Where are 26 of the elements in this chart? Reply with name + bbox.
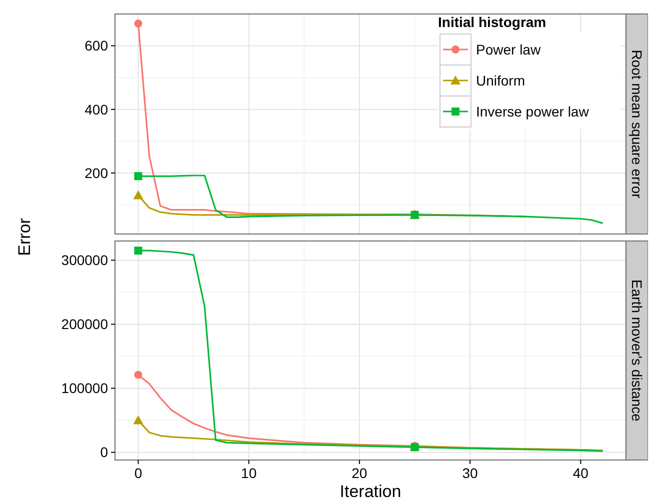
y-tick-label: 200000 — [61, 316, 108, 332]
y-tick-label: 400 — [84, 101, 108, 118]
y-axis-title: Error — [15, 218, 34, 256]
point — [134, 20, 142, 28]
legend-label: Uniform — [476, 72, 526, 88]
x-axis-title: Iteration — [340, 482, 402, 501]
y-tick-label: 600 — [84, 38, 108, 54]
y-tick-label: 100000 — [61, 380, 108, 396]
legend-title: Initial histogram — [438, 14, 546, 30]
point — [134, 370, 142, 379]
point — [133, 190, 144, 200]
x-tick-label: 0 — [134, 465, 142, 481]
legend-label: Inverse power law — [476, 103, 590, 120]
point — [134, 246, 142, 255]
x-tick-label: 20 — [352, 465, 368, 481]
y-tick-label: 200 — [84, 164, 108, 181]
x-tick-label: 10 — [241, 465, 257, 481]
y-tick-label: 300000 — [61, 252, 108, 268]
x-tick-label: 30 — [462, 465, 478, 481]
x-tick-label: 40 — [572, 465, 589, 481]
point — [133, 415, 144, 424]
y-tick-label: 0 — [100, 444, 108, 460]
point — [134, 172, 142, 180]
text: Earth mover's distance — [629, 280, 646, 422]
legend-label: Power law — [476, 41, 542, 58]
text: Root mean square error — [629, 50, 646, 199]
